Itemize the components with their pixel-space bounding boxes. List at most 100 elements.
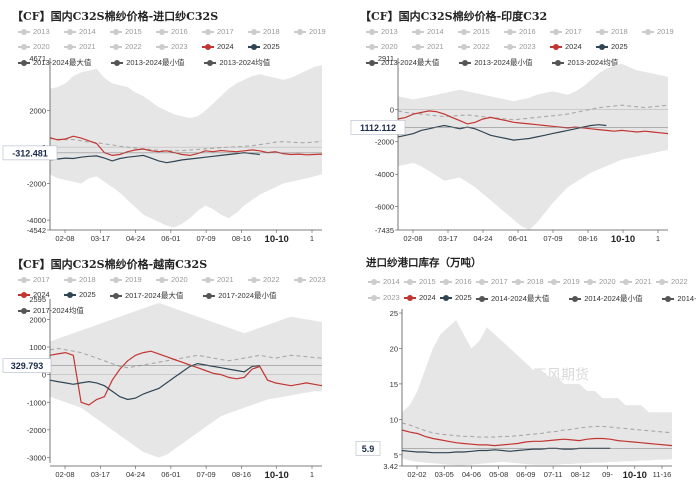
series-average: [401, 422, 673, 438]
legend-label: 2015: [125, 27, 142, 36]
x-tick-label: 02-08: [55, 470, 74, 479]
legend-item[interactable]: 2013-2024最小值: [459, 57, 533, 68]
legend-item[interactable]: 2017-2024均值: [18, 305, 84, 316]
legend-item[interactable]: 2019: [110, 275, 142, 284]
legend-item[interactable]: 2021: [412, 42, 444, 51]
y-tick-label: 2000: [29, 107, 46, 116]
x-tick-label-highlight: 10-10: [623, 470, 647, 481]
pointer-box: [350, 120, 406, 135]
legend-label: 2018: [263, 27, 280, 36]
y-tick-label: -7435: [375, 226, 394, 235]
legend-label: 2013: [33, 27, 50, 36]
x-tick-label: 05-08: [489, 470, 508, 479]
legend-item[interactable]: 2016: [440, 277, 472, 286]
legend-item[interactable]: 2017: [476, 277, 508, 286]
legend-item[interactable]: 2013-2024最大值: [366, 57, 439, 68]
legend-item[interactable]: 2025: [64, 290, 96, 299]
legend-item[interactable]: 2022: [110, 42, 142, 51]
legend-item[interactable]: 2023: [504, 42, 536, 51]
legend-item[interactable]: 2020: [156, 275, 188, 284]
chart-panel-port-inventory: 进口纱港口库存（万吨） 2014 2015 2016 2017 2018 2019 2020…: [348, 248, 696, 495]
legend-swatch: [110, 43, 122, 50]
legend-item[interactable]: 2017-2024最大值: [110, 290, 183, 301]
legend-swatch: [440, 294, 452, 301]
legend-item[interactable]: 2017: [202, 27, 234, 36]
legend-item[interactable]: 2013-2024最小值: [111, 57, 185, 68]
x-tick-label: 1: [310, 234, 314, 243]
legend-item[interactable]: 2024: [404, 293, 436, 302]
x-tick-label: 07-09: [543, 234, 562, 243]
legend-item[interactable]: 2016: [156, 27, 188, 36]
legend-label: 2018: [79, 275, 96, 284]
legend-item[interactable]: 2013: [366, 27, 398, 36]
minmax-band: [50, 65, 322, 228]
legend-label: 2021: [217, 275, 234, 284]
y-axis-top-label: 4671: [29, 54, 46, 63]
legend-item[interactable]: 2014-2024最小值: [569, 293, 643, 304]
legend-item[interactable]: 2020: [584, 277, 616, 286]
legend-item[interactable]: 2016: [504, 27, 536, 36]
legend-item[interactable]: 2013: [18, 27, 50, 36]
legend-item[interactable]: 2014: [368, 277, 400, 286]
legend-label: 2014-2024均值: [677, 294, 696, 303]
legend-item[interactable]: 2013-2024均值: [204, 57, 270, 68]
legend-item[interactable]: 2015: [404, 277, 436, 286]
legend-item[interactable]: 2025: [248, 42, 280, 51]
legend-swatch: [18, 276, 30, 283]
legend-item[interactable]: 2014: [64, 27, 96, 36]
x-tick-label: 08-16: [232, 470, 251, 479]
legend-swatch: [596, 43, 608, 50]
legend-item[interactable]: 2021: [620, 277, 652, 286]
x-tick-label-highlight: 10-10: [265, 234, 289, 245]
y-tick-label: 1000: [29, 343, 46, 352]
legend-item[interactable]: 2018: [512, 277, 544, 286]
legend-item[interactable]: 2024: [18, 290, 50, 299]
legend-item[interactable]: 2018: [248, 27, 280, 36]
series-average: [397, 104, 669, 121]
legend-item[interactable]: 2023: [368, 293, 400, 302]
legend-item[interactable]: 2023: [294, 275, 326, 284]
chart-panel-import-c32s: 【CF】国内C32S棉纱价格-进口纱C32S 2013 2014 2015 2016 2…: [0, 0, 348, 247]
x-tick-label-highlight: 10-10: [265, 470, 289, 481]
legend-swatch: [248, 28, 260, 35]
legend-item[interactable]: 2014-2024均值: [662, 293, 696, 304]
legend-item[interactable]: 2025: [596, 42, 628, 51]
legend-item[interactable]: 2020: [18, 42, 50, 51]
legend-item[interactable]: 2018: [596, 27, 628, 36]
legend-item[interactable]: 2015: [458, 27, 490, 36]
legend-item[interactable]: 2022: [248, 275, 280, 284]
chart-title: 【CF】国内C32S棉纱价格-越南C32S: [12, 258, 208, 271]
series-2024: [49, 135, 323, 157]
legend-swatch: [620, 278, 632, 285]
legend-label: 2019: [657, 27, 674, 36]
legend-item[interactable]: 2014: [412, 27, 444, 36]
legend-item[interactable]: 2017: [18, 275, 50, 284]
legend-item[interactable]: 2014-2024最大值: [476, 293, 549, 304]
legend-item[interactable]: 2015: [110, 27, 142, 36]
legend-item[interactable]: 2023: [156, 42, 188, 51]
legend-item[interactable]: 2013-2024最大值: [18, 57, 91, 68]
legend-item[interactable]: 2019: [642, 27, 674, 36]
legend-item[interactable]: 2021: [202, 275, 234, 284]
legend-item[interactable]: 2020: [366, 42, 398, 51]
legend-item[interactable]: 2017-2024最小值: [203, 290, 277, 301]
legend-item[interactable]: 2018: [64, 275, 96, 284]
legend-label: 2022: [671, 277, 688, 286]
legend-label: 2014-2024最大值: [491, 294, 550, 303]
legend-item[interactable]: 2024: [202, 42, 234, 51]
legend-label: 2017: [217, 27, 234, 36]
legend-item[interactable]: 2025: [440, 293, 472, 302]
legend-item[interactable]: 2021: [64, 42, 96, 51]
legend-item[interactable]: 2022: [458, 42, 490, 51]
legend-item[interactable]: 2017: [550, 27, 582, 36]
legend-item[interactable]: 2024: [550, 42, 582, 51]
series-average: [49, 347, 323, 369]
legend-swatch: [404, 278, 416, 285]
legend-swatch: [569, 295, 582, 302]
legend-item[interactable]: 2019: [548, 277, 580, 286]
legend-item[interactable]: 2013-2024均值: [552, 57, 618, 68]
legend-item[interactable]: 2022: [656, 277, 688, 286]
legend-item[interactable]: 2019: [294, 27, 326, 36]
y-tick-label: 15: [390, 380, 398, 389]
x-tick-label: 06-01: [161, 470, 180, 479]
